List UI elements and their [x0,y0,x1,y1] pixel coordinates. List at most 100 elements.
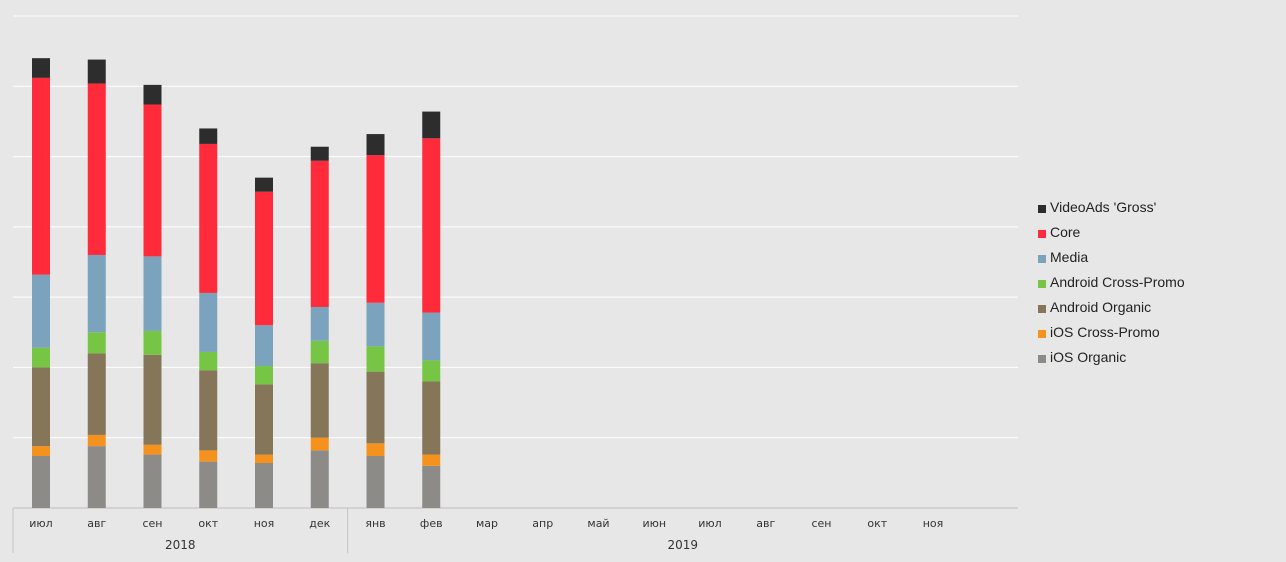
bar-segment [255,384,273,455]
bar-segment [87,254,106,333]
bar-segment [87,83,106,255]
bar-segment [32,455,50,508]
bar-segment [143,330,162,355]
bar-segment [87,59,106,84]
bar-segment [422,381,441,455]
x-tick-label: фев [420,517,443,530]
x-tick-label: ноя [923,517,944,530]
bar-segment [422,312,441,361]
bar-segment [255,454,273,464]
bar-segment [366,443,385,456]
bar-segment [366,302,385,347]
legend-swatch [1038,304,1046,313]
bar-segment [199,128,218,144]
x-tick-label: сен [811,517,831,530]
bar-segment [143,444,162,455]
legend-item: Core [1038,219,1185,244]
bar-segment [32,77,50,275]
bar-segment [366,155,385,303]
bar-segment [310,340,329,364]
bar-segment [310,146,329,161]
legend-swatch [1038,279,1046,288]
bar-segment [87,434,106,447]
year-label: 2018 [165,538,196,552]
bar-segment [143,354,162,445]
legend-item: Android Organic [1038,294,1185,319]
bar-segment [32,58,50,78]
legend-swatch [1038,354,1046,363]
legend-label: VideoAds 'Gross' [1050,198,1157,215]
legend-item: Android Cross-Promo [1038,269,1185,294]
bar-segment [255,325,273,367]
bar-segment [366,134,385,156]
bar-segment [87,446,106,508]
legend-swatch [1038,229,1046,238]
gridlines [13,15,1018,509]
bar-segment [143,84,162,105]
legend-swatch [1038,204,1046,213]
bar-segment [310,437,329,451]
x-tick-label: окт [867,517,887,530]
legend-label: iOS Organic [1050,348,1127,365]
bar-segment [199,292,218,352]
x-tick-label: окт [198,517,218,530]
bar-segment [422,360,441,382]
x-axis: июл авг сен окт ноя дек янв фев мар апр май июн июл а… [12,508,944,553]
bar-segment [366,455,385,508]
bar-segment [422,111,441,139]
bar-segment [366,371,385,444]
bar-segment [32,274,50,348]
x-tick-label: май [587,517,609,530]
bar-segment [366,346,385,372]
legend-label: iOS Cross-Promo [1050,323,1160,340]
x-tick-label: авг [87,517,106,530]
legend-item: iOS Organic [1038,344,1185,369]
legend-label: Android Organic [1050,298,1152,315]
bar-segment [422,454,441,466]
bar-segment [310,363,329,438]
bar-segment [32,367,50,447]
legend-item: VideoAds 'Gross' [1038,194,1185,219]
x-tick-label: ноя [254,517,275,530]
bar-segment [255,191,273,326]
bar-segment [310,450,329,508]
bar-segment [199,370,218,451]
bars [32,58,441,508]
bar-segment [32,446,50,456]
x-tick-label: дек [309,517,330,530]
x-tick-label: июл [698,517,721,530]
x-tick-label: сен [142,517,162,530]
x-tick-label: мар [476,517,498,530]
bar-segment [199,351,218,371]
bar-segment [199,461,218,508]
x-tick-label: авг [756,517,775,530]
bar-segment [199,450,218,462]
bar-segment [143,256,162,331]
x-tick-label: янв [365,517,385,530]
legend-label: Android Cross-Promo [1050,273,1185,290]
bar-segment [310,306,329,341]
year-label: 2019 [668,538,699,552]
x-tick-label: июн [642,517,666,530]
bar-segment [255,177,273,192]
x-tick-label: июл [29,517,52,530]
bar-segment [143,104,162,257]
legend-item: Media [1038,244,1185,269]
bar-segment [310,160,329,307]
legend-swatch [1038,254,1046,263]
x-tick-label: апр [532,517,553,530]
bar-segment [422,465,441,508]
legend-swatch [1038,329,1046,338]
bar-segment [32,347,50,368]
bar-segment [199,143,218,293]
chart-legend: VideoAds 'Gross' Core Media Android Cross-P… [1038,194,1185,369]
bar-segment [255,463,273,508]
legend-item: iOS Cross-Promo [1038,319,1185,344]
bar-segment [87,332,106,354]
bar-segment [422,138,441,313]
bar-segment [87,353,106,435]
legend-label: Core [1050,223,1081,240]
bar-segment [143,454,162,508]
bar-segment [255,366,273,385]
